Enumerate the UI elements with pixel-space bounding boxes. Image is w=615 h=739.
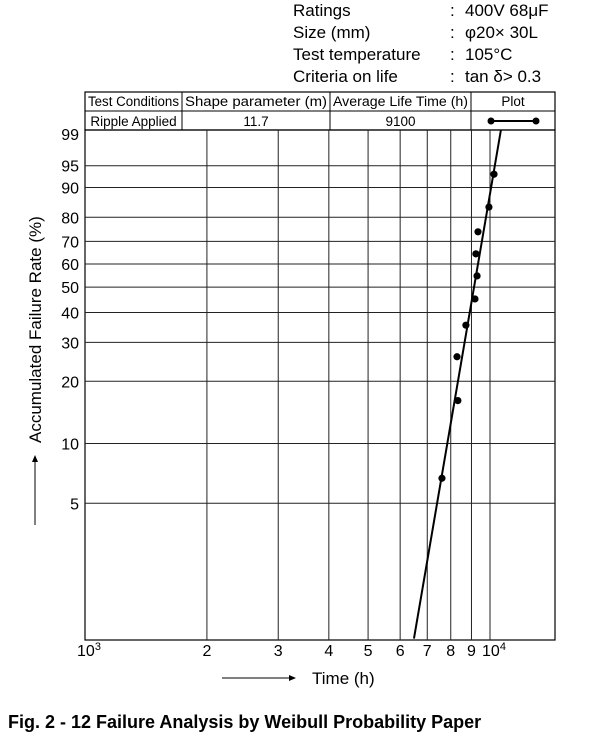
x-tick-label: 8 [446, 643, 455, 660]
spec-separator: : [450, 1, 455, 20]
spec-label: Criteria on life [293, 67, 398, 86]
x-tick-text: 3 [274, 643, 283, 660]
data-point [438, 474, 446, 482]
y-axis-arrowhead [32, 455, 38, 462]
x-tick-label: 104 [482, 641, 506, 660]
x-tick-label: 5 [364, 643, 373, 660]
spec-label: Ratings [293, 1, 351, 20]
data-point [454, 397, 462, 405]
table-header: Test Conditions [88, 94, 179, 109]
y-tick-label: 5 [70, 496, 79, 513]
data-point [471, 295, 479, 303]
y-tick-label: 99 [61, 127, 79, 144]
table-header: Average Life Time (h) [333, 94, 468, 109]
x-tick-label: 4 [324, 643, 333, 660]
x-tick-label: 6 [396, 643, 405, 660]
x-tick-exponent: 3 [95, 641, 101, 653]
data-point [462, 321, 470, 329]
x-tick-text: 10 [482, 643, 500, 660]
summary-table: Test Conditions Shape parameter (m) Averag… [84, 91, 556, 131]
y-tick-label: 90 [61, 181, 79, 198]
x-tick-text: 9 [467, 643, 476, 660]
y-tick-label: 80 [61, 210, 79, 227]
table-cell: Ripple Applied [90, 114, 176, 129]
x-axis-arrowhead [289, 675, 296, 681]
figure-caption: Fig. 2 - 12 Failure Analysis by Weibull … [8, 712, 481, 732]
y-tick-label: 20 [61, 374, 79, 391]
spec-value: φ20× 30L [465, 23, 538, 42]
data-point [485, 203, 493, 211]
data-point [473, 272, 481, 280]
x-tick-label: 2 [202, 643, 211, 660]
y-tick-label: 40 [61, 306, 79, 323]
spec-value: 400V 68μF [465, 1, 549, 20]
spec-separator: : [450, 67, 455, 86]
plot-legend-dot [487, 117, 495, 125]
axis-titles: Time (h) Accumulated Failure Rate (%) Fig.… [8, 216, 481, 732]
data-point [453, 353, 461, 361]
x-tick-text: 5 [364, 643, 373, 660]
x-tick-text: 7 [423, 643, 432, 660]
spec-value: 105°C [465, 45, 512, 64]
grid [84, 129, 556, 641]
x-tick-label: 3 [274, 643, 283, 660]
plot-legend-dot [532, 117, 540, 125]
table-header: Plot [501, 94, 525, 109]
data-marks [412, 129, 502, 639]
x-tick-label: 103 [77, 641, 101, 660]
x-tick-exponent: 4 [500, 641, 506, 653]
y-tick-label: 10 [61, 437, 79, 454]
x-axis-title: Time (h) [312, 669, 375, 688]
data-point [472, 250, 480, 258]
spec-value: tan δ> 0.3 [465, 67, 541, 86]
spec-separator: : [450, 45, 455, 64]
x-tick-label: 7 [423, 643, 432, 660]
x-tick-text: 2 [202, 643, 211, 660]
y-tick-label: 60 [61, 257, 79, 274]
x-tick-text: 4 [324, 643, 333, 660]
table-header: Shape parameter (m) [185, 94, 327, 109]
data-point [474, 228, 482, 236]
table-cell: 9100 [385, 114, 415, 129]
spec-label: Size (mm) [293, 23, 370, 42]
x-tick-text: 10 [77, 643, 95, 660]
table-cell: 11.7 [243, 114, 268, 129]
plot-border [84, 129, 556, 641]
fit-line [412, 129, 502, 639]
x-tick-label: 9 [467, 643, 476, 660]
y-tick-label: 30 [61, 335, 79, 352]
data-point [490, 170, 498, 178]
y-axis-title: Accumulated Failure Rate (%) [26, 216, 45, 443]
y-tick-label: 95 [61, 159, 79, 176]
spec-separator: : [450, 23, 455, 42]
y-tick-label: 70 [61, 234, 79, 251]
spec-label: Test temperature [293, 45, 421, 64]
x-tick-text: 6 [396, 643, 405, 660]
y-tick-label: 50 [61, 280, 79, 297]
x-tick-text: 8 [446, 643, 455, 660]
